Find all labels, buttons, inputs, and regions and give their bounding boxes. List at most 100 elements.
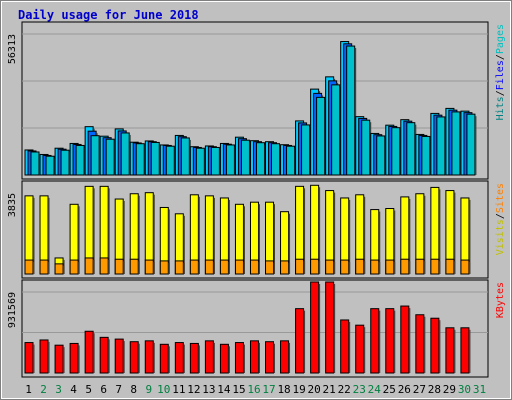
bar-shadow	[93, 188, 95, 274]
bar-shadow	[378, 310, 381, 373]
bar-shadow	[228, 199, 230, 274]
bar-shadow	[438, 261, 441, 274]
bar-shadow	[393, 310, 396, 373]
bar-shadow	[273, 343, 276, 373]
bar-sites-day-2	[39, 259, 49, 275]
bar-kbytes-day-19	[295, 308, 305, 374]
bar-shadow	[318, 284, 321, 373]
bar-shadow	[288, 262, 291, 274]
day-label-7: 7	[115, 383, 122, 396]
bar-sites-day-5	[84, 257, 94, 275]
bar-shadow	[168, 346, 170, 373]
bar-shadow	[33, 262, 35, 274]
bar-shadow	[213, 342, 215, 373]
day-label-31: 31	[473, 383, 486, 396]
bar-kbytes-day-22	[340, 319, 350, 374]
legend-sites: Sites	[495, 183, 506, 213]
day-label-5: 5	[85, 383, 92, 396]
day-label-3: 3	[55, 383, 62, 396]
bar-shadow	[408, 261, 411, 274]
bar-kbytes-day-15	[234, 342, 244, 374]
bar-shadow	[138, 261, 140, 274]
bar-kbytes-day-18	[280, 340, 290, 374]
bar-shadow	[243, 206, 245, 274]
bar-shadow	[363, 261, 366, 274]
bar-shadow	[78, 262, 80, 274]
bar-shadow	[378, 262, 381, 274]
bar-sites-day-10	[159, 260, 169, 275]
bar-shadow	[228, 262, 230, 274]
bar-sites-day-11	[174, 260, 184, 275]
day-label-16: 16	[247, 383, 260, 396]
bar-kbytes-day-12	[189, 342, 199, 374]
bar-shadow	[303, 188, 306, 274]
day-label-17: 17	[262, 383, 275, 396]
bar-shadow	[198, 262, 200, 274]
bar-shadow	[288, 213, 291, 274]
bar-shadow	[348, 262, 351, 274]
panel-max-label: 56313	[7, 34, 18, 64]
legend-separator: /	[495, 54, 506, 60]
day-label-1: 1	[25, 383, 32, 396]
day-label-11: 11	[172, 383, 185, 396]
bar-shadow	[318, 261, 321, 274]
bar-shadow	[63, 347, 65, 373]
day-label-8: 8	[130, 383, 137, 396]
bar-shadow	[354, 48, 357, 176]
bar-shadow	[78, 206, 80, 274]
bar-sites-day-4	[69, 259, 79, 275]
bar-shadow	[153, 194, 155, 274]
day-label-21: 21	[323, 383, 336, 396]
bar-shadow	[168, 209, 170, 274]
day-label-2: 2	[40, 383, 47, 396]
legend-separator: /	[495, 213, 506, 219]
bar-shadow	[63, 265, 65, 274]
bar-sites-day-18	[280, 260, 290, 275]
bar-pages-day-14	[225, 144, 235, 176]
bar-sites-day-30	[460, 259, 470, 275]
bar-kbytes-day-24	[370, 308, 380, 374]
bar-shadow	[48, 197, 50, 274]
bar-sites-day-22	[340, 259, 350, 275]
legend-kbytes: KBytes	[495, 282, 506, 318]
bar-pages-day-13	[210, 146, 220, 176]
panel-grid	[22, 291, 488, 333]
bar-pages-day-21	[331, 84, 341, 176]
bar-shadow	[348, 199, 351, 274]
bar-shadow	[123, 201, 125, 274]
bar-shadow	[243, 344, 245, 373]
bar-shadow	[453, 329, 456, 373]
bar-shadow	[258, 204, 260, 274]
bar-shadow	[363, 327, 366, 373]
bar-pages-day-23	[361, 119, 371, 176]
bar-shadow	[213, 197, 215, 274]
bar-sites-day-6	[99, 257, 109, 275]
bar-pages-day-2	[45, 155, 55, 176]
bar-pages-day-8	[135, 143, 145, 176]
bar-shadow	[93, 333, 95, 373]
bar-pages-day-22	[346, 45, 356, 176]
bar-pages-day-4	[75, 144, 85, 176]
bar-shadow	[408, 198, 411, 274]
day-label-15: 15	[232, 383, 245, 396]
day-label-26: 26	[398, 383, 411, 396]
bar-shadow	[474, 116, 477, 175]
bar-pages-day-27	[421, 135, 431, 176]
bar-kbytes-day-4	[69, 342, 79, 374]
day-label-20: 20	[308, 383, 321, 396]
bar-pages-day-15	[240, 139, 250, 176]
day-label-10: 10	[157, 383, 170, 396]
bar-sites-day-27	[415, 258, 425, 275]
bar-shadow	[363, 196, 366, 274]
day-label-25: 25	[383, 383, 396, 396]
day-label-9: 9	[145, 383, 152, 396]
bar-shadow	[123, 341, 125, 373]
bar-kbytes-day-10	[159, 343, 169, 374]
bar-shadow	[318, 187, 321, 274]
bar-kbytes-day-7	[114, 338, 124, 374]
visits-sites-panel: 3835 Visits/Sites	[7, 180, 506, 279]
bar-pages-day-25	[391, 127, 401, 176]
panel-legend: KBytes	[495, 282, 506, 318]
bar-kbytes-day-14	[219, 343, 229, 374]
